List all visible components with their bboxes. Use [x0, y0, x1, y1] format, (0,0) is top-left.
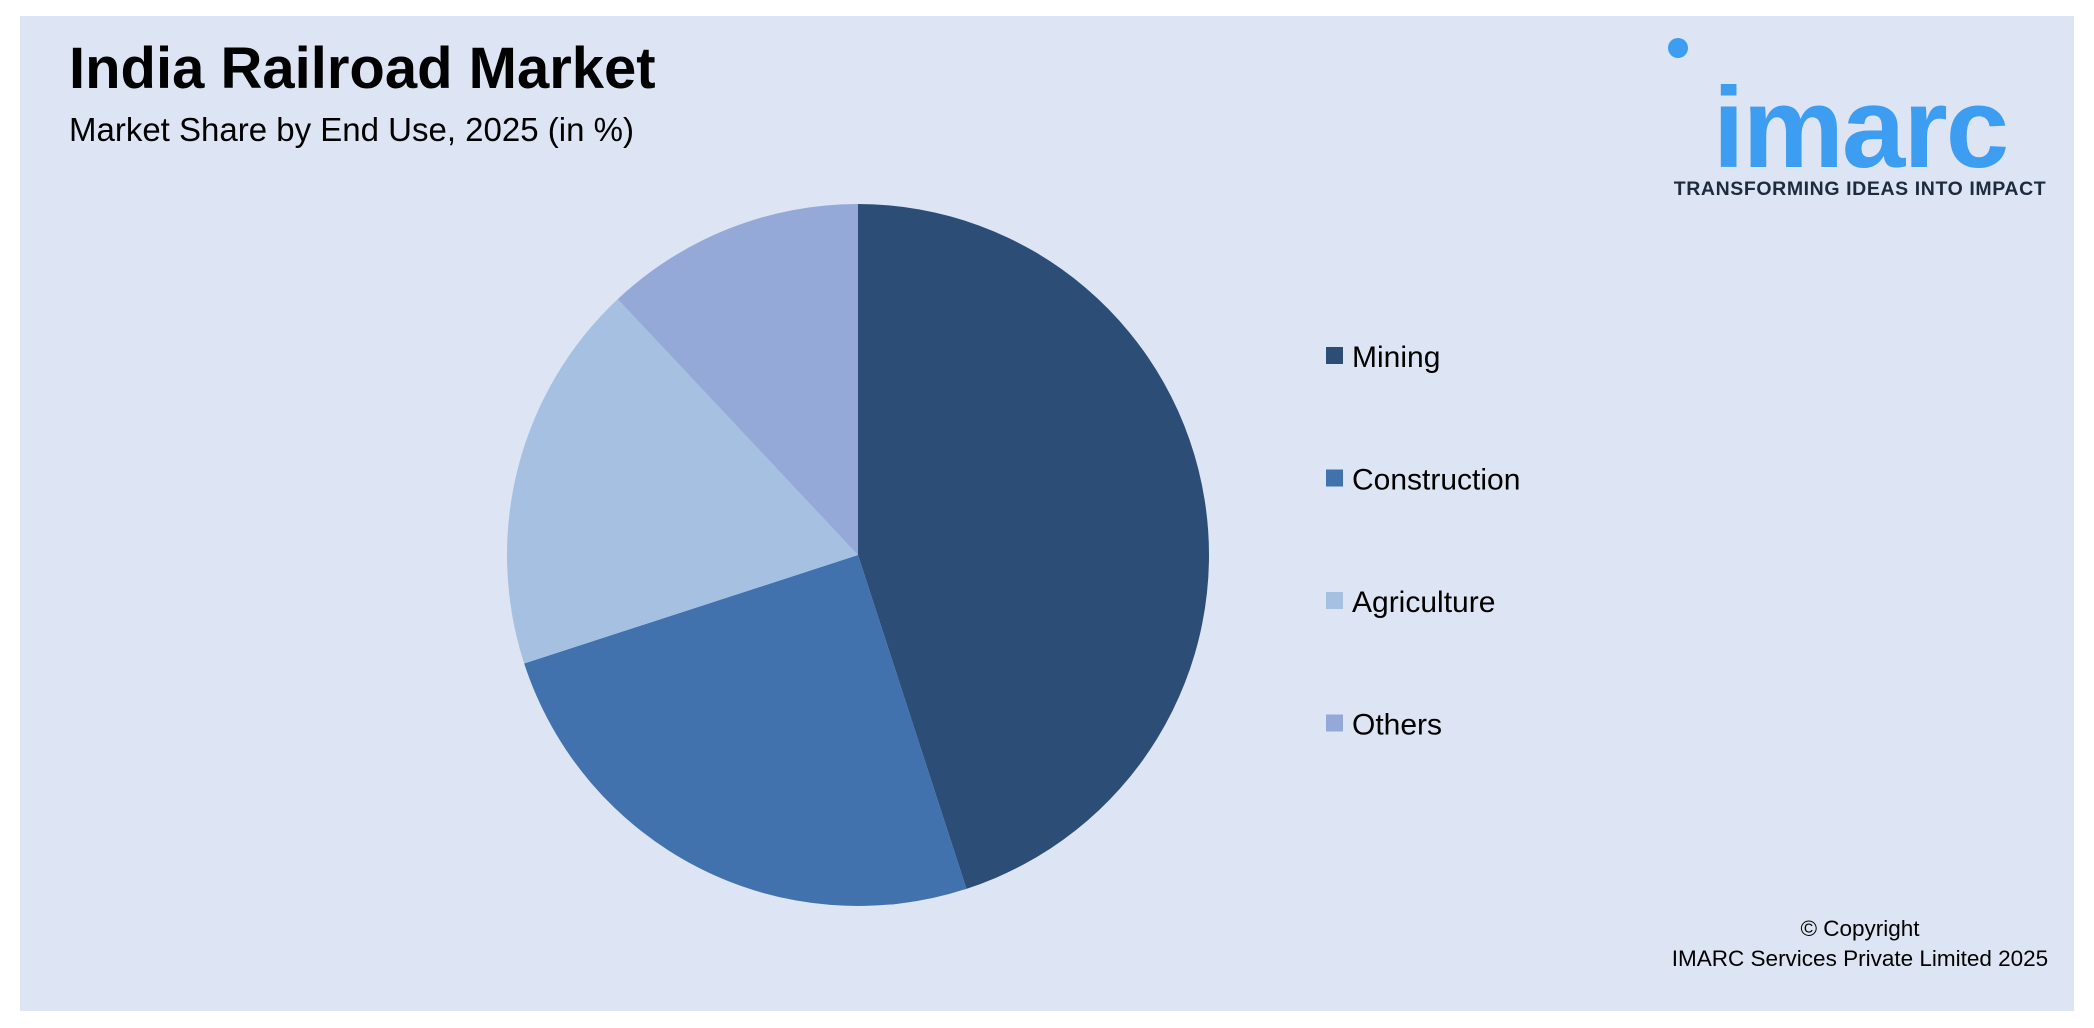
chart-subtitle: Market Share by End Use, 2025 (in %) — [69, 111, 634, 148]
legend: Mining Construction Agriculture Others — [1326, 341, 1520, 742]
legend-label-construction: Construction — [1352, 464, 1520, 497]
logo-dot-icon — [1668, 38, 1688, 58]
pie-slice-agriculture — [506, 299, 858, 664]
pie-slice-mining — [858, 204, 1210, 889]
logo-wordmark: imarc — [1712, 65, 2009, 192]
legend-label-mining: Mining — [1352, 341, 1440, 374]
chart-title: India Railroad Market — [69, 36, 656, 101]
legend-swatch-mining — [1326, 347, 1343, 364]
legend-label-others: Others — [1352, 709, 1442, 742]
legend-label-agriculture: Agriculture — [1352, 586, 1495, 619]
legend-swatch-construction — [1326, 469, 1343, 487]
pie-slices — [506, 204, 1210, 907]
pie-slice-construction — [524, 555, 967, 907]
legend-swatch-others — [1326, 714, 1343, 732]
imarc-logo: imarc TRANSFORMING IDEAS INTO IMPACT — [1660, 34, 2060, 204]
copyright-line-1: © Copyright — [1800, 916, 1920, 941]
copyright-line-2: IMARC Services Private Limited 2025 — [1671, 946, 2049, 971]
pie-slice-others — [617, 204, 858, 555]
copyright: © Copyright IMARC Services Private Limit… — [1660, 914, 2060, 974]
logo-tagline: TRANSFORMING IDEAS INTO IMPACT — [1673, 178, 2047, 200]
legend-swatch-agriculture — [1326, 592, 1343, 609]
